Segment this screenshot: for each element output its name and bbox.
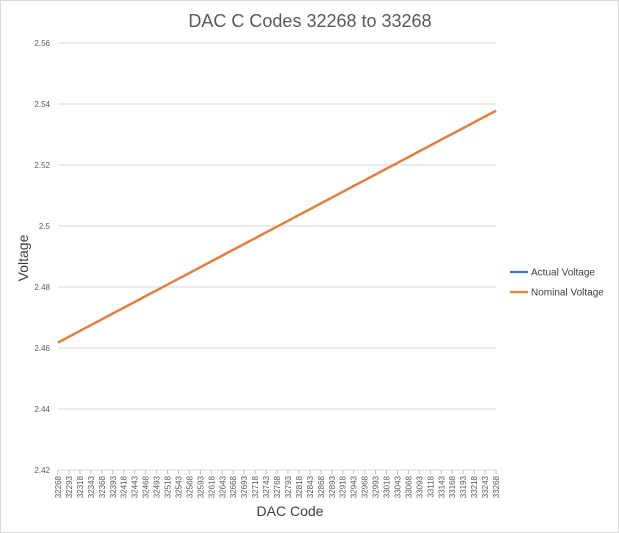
- x-axis-ticks: 32268 32293 32318 32343 32368 32393 32418 32443…: [54, 470, 501, 498]
- x-tick-label: 32718: [251, 475, 260, 498]
- x-tick-label: 32818: [295, 475, 304, 498]
- x-tick-label: 32593: [196, 475, 205, 498]
- y-tick-label: 2.54: [34, 100, 50, 109]
- y-tick-label: 2.46: [34, 344, 50, 353]
- y-tick-label: 2.5: [39, 222, 51, 231]
- x-tick-label: 33168: [448, 475, 457, 498]
- y-tick-label: 2.52: [34, 161, 50, 170]
- x-tick-label: 32843: [306, 475, 315, 498]
- y-axis-ticks: 2.42 2.44 2.46 2.48 2.5 2.52 2.54 2.56: [34, 39, 50, 475]
- gridlines: [58, 42, 496, 471]
- x-tick-label: 33093: [415, 475, 424, 498]
- x-tick-label: 32793: [284, 475, 293, 498]
- x-tick-label: 32543: [174, 475, 183, 498]
- x-tick-label: 32693: [240, 475, 249, 498]
- x-tick-label: 32493: [153, 475, 162, 498]
- x-tick-label: 33118: [426, 475, 435, 497]
- x-tick-label: 32568: [185, 475, 194, 498]
- y-tick-label: 2.44: [34, 405, 50, 414]
- x-axis-title: DAC Code: [257, 503, 324, 519]
- x-tick-label: 32443: [131, 475, 140, 498]
- x-tick-label: 32668: [229, 475, 238, 498]
- x-tick-label: 32268: [54, 475, 63, 498]
- x-tick-label: 33043: [393, 475, 402, 498]
- x-tick-label: 32343: [87, 475, 96, 498]
- x-tick-label: 32518: [164, 475, 173, 498]
- series-line-1: [57, 109, 497, 344]
- legend-label: Actual Voltage: [531, 268, 595, 279]
- x-tick-label: 32743: [262, 475, 271, 498]
- x-tick-label: 33193: [459, 475, 468, 498]
- x-tick-label: 32768: [273, 475, 282, 498]
- x-tick-label: 32318: [76, 475, 85, 498]
- x-tick-label: 33218: [470, 475, 479, 498]
- x-tick-label: 32618: [207, 475, 216, 498]
- x-tick-label: 33268: [492, 475, 501, 498]
- x-tick-label: 32993: [372, 475, 381, 498]
- y-tick-label: 2.42: [34, 466, 50, 475]
- x-tick-label: 32368: [98, 475, 107, 498]
- chart-title: DAC C Codes 32268 to 33268: [188, 11, 431, 31]
- y-tick-label: 2.56: [34, 39, 50, 48]
- x-tick-label: 32293: [65, 475, 74, 498]
- x-tick-label: 33068: [404, 475, 413, 498]
- x-tick-label: 33143: [437, 475, 446, 498]
- x-tick-label: 33018: [383, 475, 392, 498]
- x-tick-label: 33243: [481, 475, 490, 498]
- x-tick-label: 32893: [328, 475, 337, 498]
- x-tick-label: 32968: [361, 475, 370, 498]
- y-axis-title: Voltage: [15, 234, 31, 281]
- x-tick-label: 32393: [109, 475, 118, 498]
- x-tick-label: 32943: [350, 475, 359, 498]
- x-tick-label: 32468: [142, 475, 151, 498]
- series-lines: [57, 109, 497, 344]
- x-tick-label: 32868: [317, 475, 326, 498]
- x-tick-label: 32643: [218, 475, 227, 498]
- x-tick-label: 32418: [120, 475, 129, 498]
- y-tick-label: 2.48: [34, 283, 50, 292]
- legend: Actual Voltage Nominal Voltage: [510, 268, 604, 299]
- legend-label: Nominal Voltage: [531, 288, 604, 299]
- x-tick-label: 32918: [339, 475, 348, 498]
